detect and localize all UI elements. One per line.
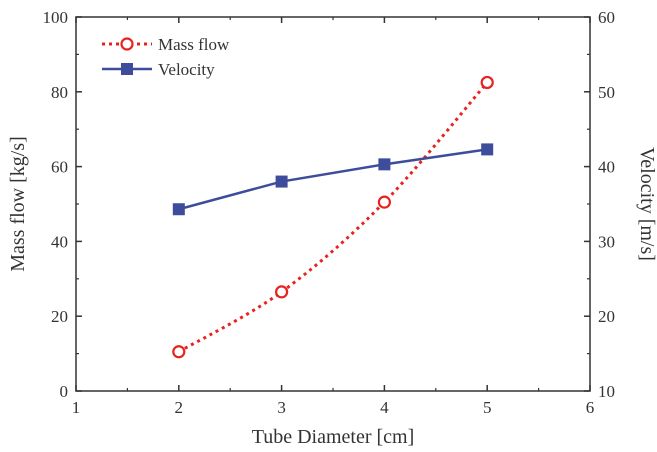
y-right-tick-label: 20 [598,307,615,326]
legend-label: Mass flow [158,35,230,54]
legend: Mass flow Velocity [102,35,230,79]
legend-label: Velocity [158,60,215,79]
y-right-tick-label: 60 [598,8,615,27]
series-layer [172,75,494,359]
legend-item: Velocity [102,60,215,79]
data-point [480,75,494,90]
y-axis-left-title: Mass flow [kg/s] [7,136,29,272]
y-right-tick-label: 50 [598,83,615,102]
series-velocity [172,143,494,216]
x-tick-label: 2 [175,398,184,417]
data-point [172,203,185,216]
y-left-tick-label: 20 [51,307,68,326]
y-axis-right-title: Velocity [m/s] [636,147,657,261]
data-point [275,285,289,299]
x-tick-label: 4 [380,398,389,417]
y-left-tick-label: 0 [60,382,69,401]
y-right-tick-label: 40 [598,158,615,177]
series-line [178,81,489,354]
x-tick-label: 5 [483,398,492,417]
y-left-tick-label: 60 [51,158,68,177]
data-point [481,143,494,156]
x-tick-label: 1 [72,398,81,417]
legend-marker [120,37,134,51]
series-line [178,148,488,211]
x-tick-label: 6 [586,398,595,417]
y-right-tick-label: 10 [598,382,615,401]
y-left-tick-label: 40 [51,232,68,251]
y-left-tick-label: 100 [43,8,69,27]
data-point [275,175,288,188]
y-right-tick-label: 30 [598,232,615,251]
x-tick-label: 3 [277,398,286,417]
x-axis-title: Tube Diameter [cm] [252,426,415,448]
data-point [377,195,391,209]
y-left-tick-label: 80 [51,83,68,102]
legend-marker [121,63,133,75]
plot-frame [75,16,591,392]
legend-item: Mass flow [102,35,230,54]
data-point [378,158,391,171]
data-point [172,345,186,359]
series-mass-flow [172,75,494,359]
